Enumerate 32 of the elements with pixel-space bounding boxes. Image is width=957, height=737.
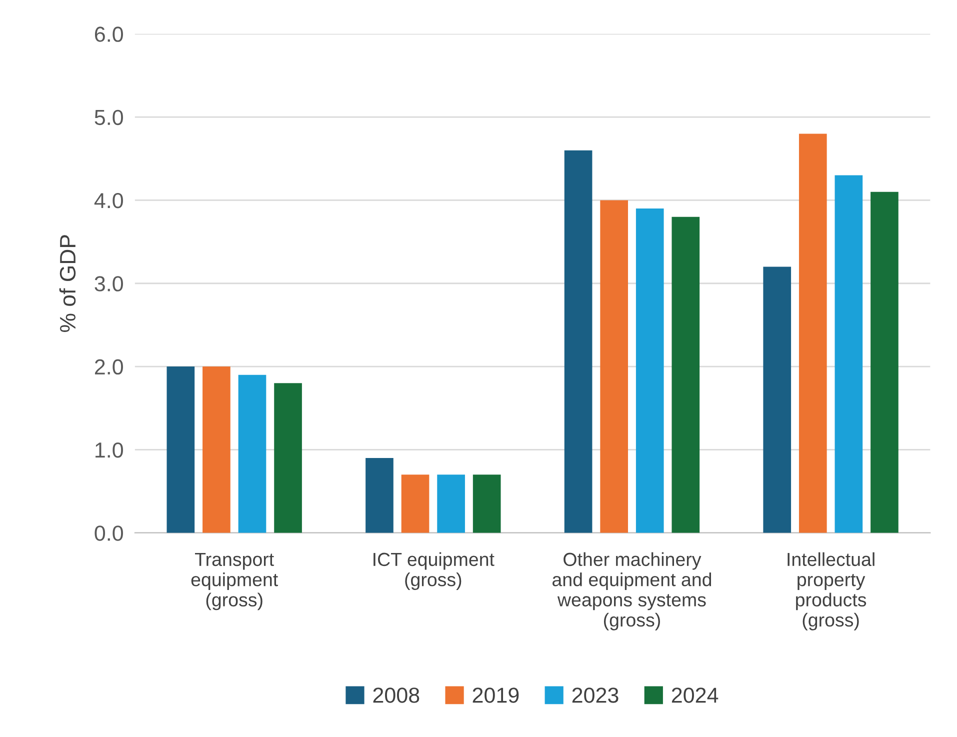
x-tick-label: Other machinery and equipment and weapons systems (gross) [552, 552, 712, 630]
bar [274, 383, 302, 533]
y-tick-label: 6.0 [94, 26, 123, 42]
bar [564, 150, 592, 533]
y-tick-label: 2.0 [94, 359, 123, 375]
bar [472, 474, 501, 533]
x-tick-label: Transport equipment (gross) [191, 552, 278, 610]
bar [870, 192, 898, 533]
y-tick-label: 4.0 [94, 192, 123, 208]
y-tick-label: 1.0 [96, 442, 123, 458]
bar [763, 266, 792, 533]
legend-label: 2023 [572, 688, 618, 703]
bar [202, 366, 230, 533]
legend-label: 2019 [472, 688, 519, 703]
legend-label: 2008 [373, 688, 420, 703]
y-axis-title: % of GDP [59, 235, 76, 332]
bar [798, 134, 827, 533]
bar [834, 175, 863, 533]
bar [672, 216, 700, 533]
bar [166, 366, 195, 533]
bar [238, 374, 266, 533]
bar [366, 458, 394, 533]
x-tick-label: Intellectual property products (gross) [788, 552, 874, 630]
y-tick-label: 5.0 [94, 110, 123, 126]
bar [437, 474, 465, 533]
x-tick-label: ICT equipment (gross) [374, 552, 494, 590]
y-tick-label: 3.0 [94, 276, 123, 292]
bar [636, 208, 664, 533]
bar [401, 474, 430, 533]
y-tick-label: 0.0 [94, 526, 123, 541]
bar [600, 200, 628, 533]
legend-label: 2024 [672, 688, 718, 703]
